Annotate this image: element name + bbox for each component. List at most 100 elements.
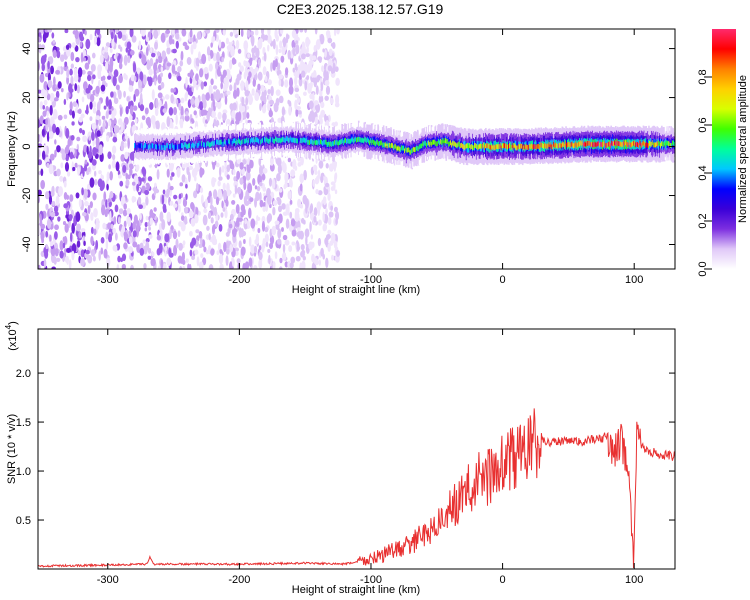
heatmap-cell	[568, 142, 571, 147]
heatmap-cell	[144, 221, 148, 228]
heatmap-cell	[189, 249, 193, 257]
heatmap-cell	[84, 29, 87, 36]
heatmap-cell	[213, 206, 218, 217]
heatmap-cell	[64, 223, 69, 233]
heatmap-cell	[288, 106, 292, 116]
heatmap-cell	[178, 204, 181, 213]
heatmap-cell	[157, 92, 163, 99]
heatmap-cell	[176, 144, 179, 150]
heatmap-cell	[334, 172, 337, 184]
heatmap-cell	[330, 232, 336, 244]
heatmap-cell	[264, 138, 267, 143]
heatmap-cell	[348, 138, 351, 144]
heatmap-cell	[221, 141, 224, 147]
heatmap-cell	[310, 203, 314, 213]
heatmap-cell	[49, 92, 55, 102]
heatmap-cell	[129, 29, 134, 38]
heatmap-cell	[215, 139, 217, 145]
heatmap-cell	[207, 54, 211, 62]
heatmap-cell	[529, 143, 531, 149]
heatmap-cell	[224, 138, 226, 144]
heatmap-cell	[392, 145, 395, 151]
heatmap-cell	[506, 144, 508, 149]
heatmap-cell	[139, 143, 142, 149]
heatmap-cell	[359, 137, 362, 143]
heatmap-cell	[239, 65, 244, 73]
heatmap-cell	[251, 137, 253, 143]
heatmap-cell	[404, 148, 406, 154]
heatmap-cell	[206, 141, 209, 146]
heatmap-cell	[103, 105, 107, 110]
heatmap-cell	[146, 144, 148, 149]
heatmap-cell	[258, 251, 263, 261]
heatmap-cell	[509, 144, 512, 150]
heatmap-cell	[66, 171, 71, 177]
heatmap-cell	[298, 136, 301, 142]
heatmap-cell	[122, 164, 127, 173]
heatmap-cell	[407, 147, 410, 153]
heatmap-cell	[161, 194, 165, 205]
heatmap-cell	[98, 118, 102, 127]
heatmap-cell	[275, 89, 281, 97]
heatmap-cell	[241, 105, 246, 113]
heatmap-cell	[480, 143, 483, 149]
heatmap-cell	[106, 171, 110, 182]
heatmap-cell	[166, 168, 170, 178]
heatmap-cell	[314, 258, 319, 266]
heatmap-cell	[191, 86, 194, 93]
heatmap-cell	[95, 137, 100, 148]
heatmap-cell	[186, 56, 192, 65]
heatmap-cell	[290, 169, 296, 177]
heatmap-cell	[237, 111, 242, 122]
heatmap-cell	[596, 141, 599, 147]
heatmap-cell	[292, 137, 295, 143]
heatmap-cell	[248, 71, 252, 78]
heatmap-cell	[459, 142, 461, 147]
heatmap-cell	[217, 180, 221, 187]
heatmap-cell	[164, 145, 167, 151]
heatmap-cell	[294, 87, 300, 93]
heatmap-cell	[211, 224, 216, 235]
heatmap-cell	[287, 136, 289, 142]
heatmap-cell	[305, 53, 311, 58]
heatmap-cell	[380, 140, 382, 146]
heatmap-cell	[425, 140, 427, 146]
heatmap-cell	[226, 90, 231, 96]
heatmap-cell	[185, 76, 188, 88]
heatmap-cell	[298, 76, 303, 87]
heatmap-cell	[287, 34, 290, 40]
heatmap-cell	[294, 210, 299, 218]
heatmap-cell	[261, 215, 266, 224]
heatmap-cell	[62, 221, 67, 226]
heatmap-cell	[171, 142, 174, 148]
heatmap-cell	[212, 36, 216, 42]
heatmap-cell	[355, 136, 357, 142]
heatmap-cell	[210, 42, 213, 48]
heatmap-cell	[417, 146, 420, 152]
heatmap-cell	[313, 216, 317, 223]
heatmap-cell	[153, 144, 156, 150]
heatmap-cell	[229, 243, 234, 253]
heatmap-cell	[324, 114, 327, 122]
heatmap-cell	[493, 144, 495, 150]
heatmap-cell	[218, 166, 222, 177]
heatmap-cell	[426, 142, 428, 148]
heatmap-cell	[440, 140, 443, 145]
heatmap-cell	[48, 195, 53, 205]
heatmap-cell	[165, 29, 171, 34]
heatmap-cell	[236, 139, 238, 145]
heatmap-cell	[547, 143, 550, 149]
heatmap-cell	[159, 211, 164, 222]
heatmap-cell	[235, 39, 240, 50]
heatmap-cell	[255, 220, 258, 225]
heatmap-cell	[49, 153, 55, 161]
heatmap-cell	[58, 186, 64, 197]
heatmap-cell	[281, 203, 286, 210]
heatmap-cell	[144, 143, 146, 149]
heatmap-cell	[288, 85, 294, 95]
heatmap-cell	[335, 94, 340, 106]
heatmap-cell	[133, 93, 136, 102]
heatmap-cell	[327, 65, 333, 72]
heatmap-cell	[553, 141, 555, 147]
heatmap-cell	[458, 141, 460, 147]
